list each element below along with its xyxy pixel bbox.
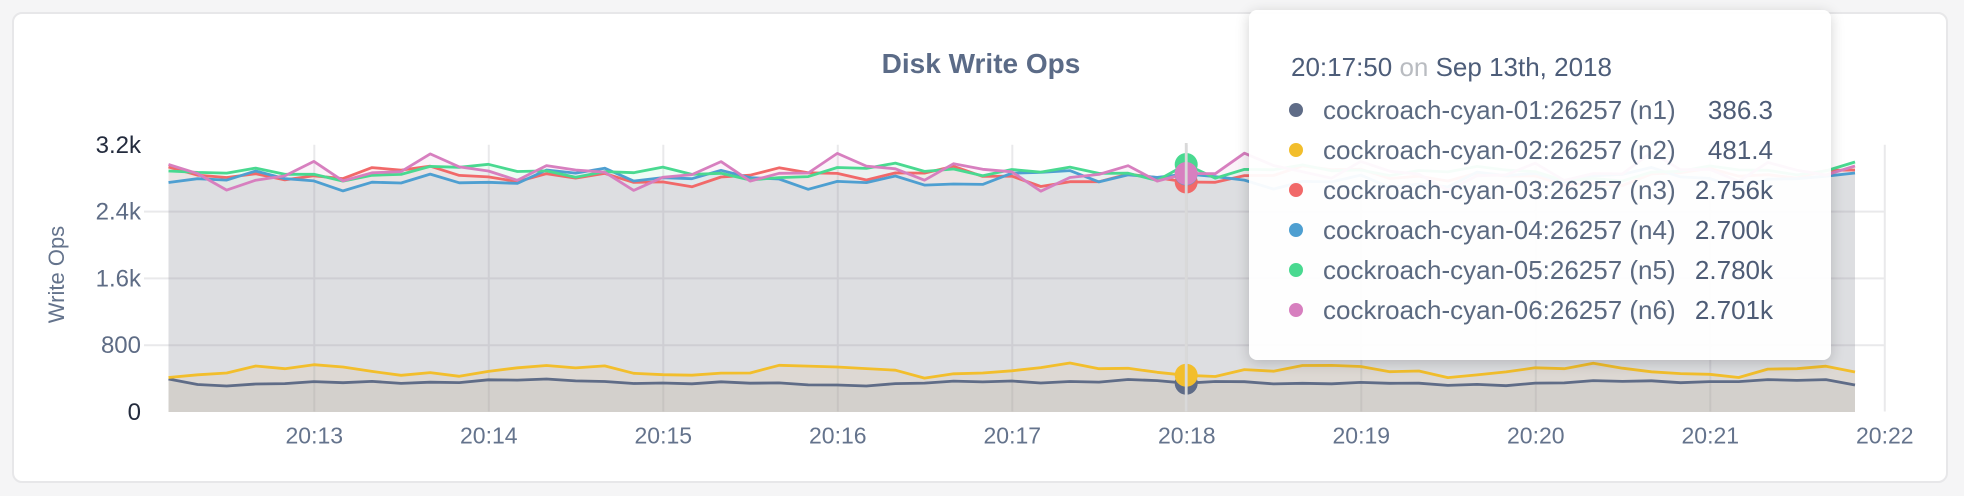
- svg-text:20:13: 20:13: [286, 423, 344, 449]
- svg-text:800: 800: [101, 332, 141, 359]
- svg-text:Disk Write Ops: Disk Write Ops: [882, 48, 1081, 79]
- svg-text:3.2k: 3.2k: [96, 132, 142, 159]
- svg-text:20:19: 20:19: [1333, 423, 1391, 449]
- svg-text:20:15: 20:15: [635, 423, 693, 449]
- svg-text:20:17: 20:17: [984, 423, 1042, 449]
- svg-text:20:21: 20:21: [1682, 423, 1740, 449]
- svg-text:0: 0: [128, 399, 141, 426]
- svg-text:20:22: 20:22: [1856, 423, 1914, 449]
- svg-text:2.4k: 2.4k: [96, 199, 142, 226]
- svg-text:Write Ops: Write Ops: [44, 226, 69, 323]
- svg-text:20:20: 20:20: [1507, 423, 1565, 449]
- svg-text:1.6k: 1.6k: [96, 265, 142, 292]
- svg-text:20:16: 20:16: [809, 423, 867, 449]
- svg-text:20:18: 20:18: [1158, 423, 1216, 449]
- svg-text:20:14: 20:14: [460, 423, 518, 449]
